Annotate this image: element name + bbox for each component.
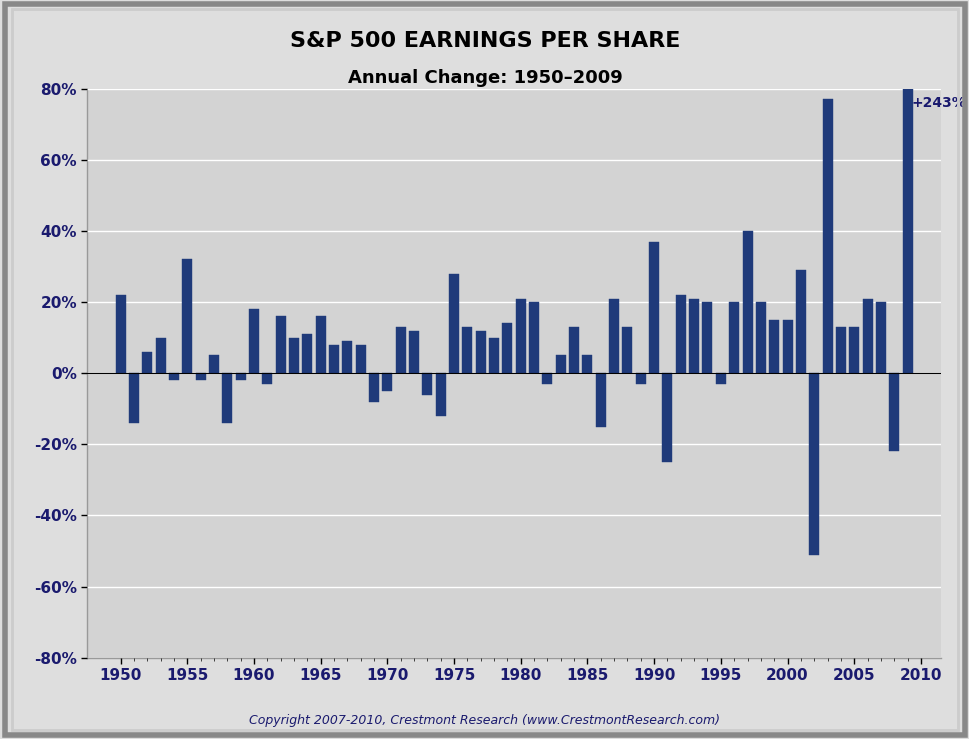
Bar (449, 273, 458, 373)
Bar (356, 344, 365, 373)
Bar (648, 242, 659, 373)
Text: Copyright 2007-2010, Crestmont Research (www.CrestmontResearch.com): Copyright 2007-2010, Crestmont Research … (249, 714, 720, 727)
Bar (808, 373, 819, 554)
Bar (142, 352, 152, 373)
Bar (875, 302, 885, 373)
Bar (182, 259, 192, 373)
Bar (302, 334, 312, 373)
Bar (581, 355, 592, 373)
Bar (342, 341, 352, 373)
Bar (235, 373, 245, 381)
Text: S&P 500 EARNINGS PER SHARE: S&P 500 EARNINGS PER SHARE (290, 30, 679, 51)
Bar (702, 302, 712, 373)
Bar (502, 324, 512, 373)
Bar (595, 373, 606, 426)
Bar (822, 99, 831, 373)
Bar (289, 338, 298, 373)
Bar (555, 355, 565, 373)
Bar (222, 373, 233, 423)
Bar (729, 302, 738, 373)
Bar (196, 373, 205, 381)
Bar (409, 330, 419, 373)
Bar (542, 373, 552, 384)
Bar (675, 295, 685, 373)
Bar (795, 270, 805, 373)
Bar (688, 299, 699, 373)
Bar (741, 231, 752, 373)
Bar (422, 373, 432, 395)
Bar (129, 373, 139, 423)
Bar (755, 302, 766, 373)
Bar (249, 309, 259, 373)
Bar (262, 373, 272, 384)
Bar (848, 327, 859, 373)
Bar (275, 316, 286, 373)
Bar (115, 295, 126, 373)
Bar (782, 320, 792, 373)
Bar (609, 299, 618, 373)
Bar (328, 344, 339, 373)
Bar (462, 327, 472, 373)
Bar (382, 373, 392, 391)
Bar (315, 316, 326, 373)
Bar (569, 327, 578, 373)
Bar (622, 327, 632, 373)
Bar (861, 299, 872, 373)
Bar (516, 299, 525, 373)
Bar (488, 338, 499, 373)
Bar (368, 373, 379, 401)
Text: +243%: +243% (911, 96, 965, 110)
Bar (155, 338, 166, 373)
Text: Annual Change: 1950–2009: Annual Change: 1950–2009 (347, 69, 622, 86)
Bar (889, 373, 898, 452)
Bar (169, 373, 179, 381)
Bar (475, 330, 485, 373)
Bar (715, 373, 725, 384)
Bar (395, 327, 405, 373)
Bar (901, 0, 912, 373)
Bar (835, 327, 845, 373)
Bar (208, 355, 219, 373)
Bar (768, 320, 778, 373)
Bar (635, 373, 645, 384)
Bar (662, 373, 672, 462)
Bar (435, 373, 446, 416)
Bar (528, 302, 539, 373)
